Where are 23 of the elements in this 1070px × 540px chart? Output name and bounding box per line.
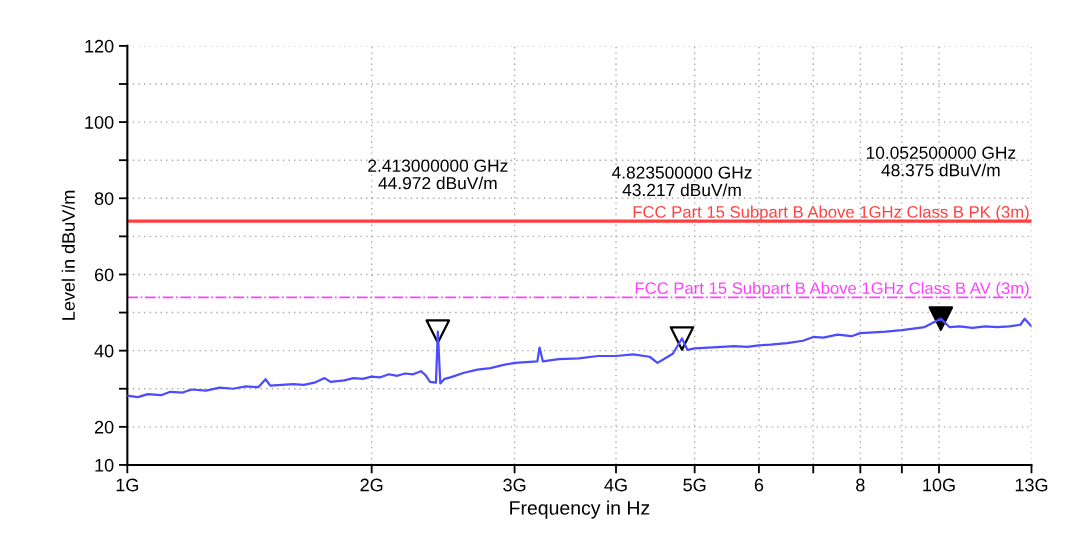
y-tick-label: 10 xyxy=(95,458,114,472)
ref-line-label: FCC Part 15 Subpart B Above 1GHz Class B AV (3m) xyxy=(635,281,1029,298)
annotation: 2.413000000 GHz 44.972 dBuV/m xyxy=(368,159,508,190)
x-tick-label: 13G xyxy=(1015,478,1048,492)
x-tick-label: 10G xyxy=(923,478,955,492)
x-tick-label: 3G xyxy=(503,478,526,492)
x-tick-label: 1G xyxy=(116,478,139,492)
y-tick-label: 60 xyxy=(94,268,114,282)
y-tick-label: 120 xyxy=(85,39,114,53)
x-axis-title: Frequency in Hz xyxy=(510,500,650,519)
y-tick-label: 80 xyxy=(94,192,114,205)
y-tick-label: 20 xyxy=(94,420,114,434)
ref-line-label: FCC Part 15 Subpart B Above 1GHz Class B PK (3m) xyxy=(633,205,1029,222)
x-tick-label: 4G xyxy=(604,478,627,492)
annotation: 10.052500000 GHz 48.375 dBuV/m xyxy=(866,146,1016,177)
y-tick-label: 100 xyxy=(85,116,114,129)
y-tick-label: 40 xyxy=(94,344,114,358)
x-tick-label: 6 xyxy=(754,478,764,492)
x-tick-label: 8 xyxy=(856,478,865,492)
y-axis-title: Level in dBuV/m xyxy=(61,190,75,320)
x-tick-label: 5G xyxy=(683,478,706,492)
x-tick-label: 2G xyxy=(360,478,383,492)
annotation: 4.823500000 GHz 43.217 dBuV/m xyxy=(611,166,752,197)
